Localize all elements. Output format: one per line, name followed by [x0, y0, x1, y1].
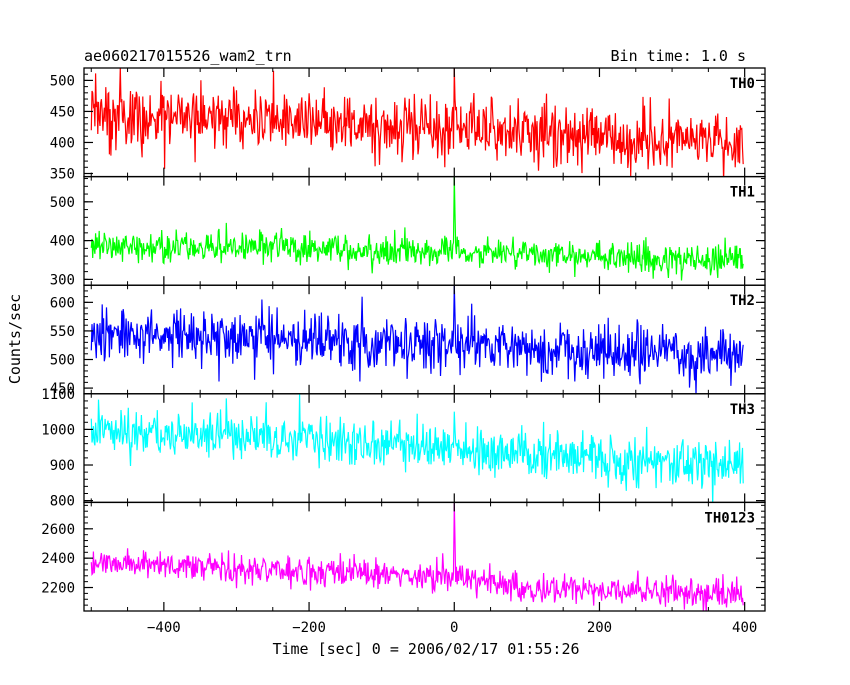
- y-tick-label: 400: [50, 135, 75, 151]
- y-tick-label: 550: [50, 324, 75, 340]
- panel-frame: [83, 501, 766, 612]
- series-line-th0: [90, 68, 744, 177]
- panel-th3: 800 900 1000 1100 TH3: [41, 387, 766, 510]
- x-tick-label: 200: [587, 620, 612, 636]
- y-tick-label: 1100: [41, 387, 75, 403]
- y-tick-label: 2200: [41, 581, 75, 597]
- panels-layer: 350 400 450 500 TH0 300 400 500 TH1 450 500 550 600 T…: [41, 67, 766, 636]
- y-tick-label: 900: [50, 458, 75, 474]
- panel-th0123: 2200 2400 2600 TH0123: [41, 501, 766, 612]
- x-tick-label: 0: [450, 620, 458, 636]
- y-tick-label: 500: [50, 195, 75, 211]
- panel-label-th3: TH3: [730, 402, 755, 418]
- chart-title-right: Bin time: 1.0 s: [611, 47, 746, 65]
- series-line-th1: [90, 176, 744, 281]
- panel-label-th0123: TH0123: [704, 510, 755, 526]
- series-line-th3: [90, 393, 744, 503]
- panel-th1: 300 400 500 TH1: [50, 175, 766, 288]
- y-tick-label: 450: [50, 381, 75, 397]
- y-tick-label: 800: [50, 494, 75, 510]
- x-tick-label: 400: [732, 620, 757, 636]
- x-axis-label: Time [sec] 0 = 2006/02/17 01:55:26: [272, 640, 579, 658]
- y-tick-label: 600: [50, 295, 75, 311]
- y-tick-label: 1000: [41, 422, 75, 438]
- series-line-th0123: [90, 502, 744, 611]
- panel-label-th1: TH1: [730, 185, 755, 201]
- panel-frame: [83, 175, 766, 286]
- x-tick-label: −400: [147, 620, 181, 636]
- y-tick-label: 450: [50, 104, 75, 120]
- panel-label-th2: TH2: [730, 293, 755, 309]
- panel-th2: 450 500 550 600 TH2: [50, 284, 766, 397]
- y-tick-label: 2400: [41, 551, 75, 567]
- y-tick-label: 500: [50, 353, 75, 369]
- chart-title-left: ae060217015526_wam2_trn: [84, 47, 292, 65]
- y-tick-label: 350: [50, 166, 75, 182]
- panel-label-th0: TH0: [730, 76, 755, 92]
- series-line-th2: [90, 285, 744, 394]
- y-tick-label: 400: [50, 234, 75, 250]
- panel-th0: 350 400 450 500 TH0: [50, 67, 766, 182]
- x-tick-label: −200: [292, 620, 326, 636]
- y-tick-label: 300: [50, 272, 75, 288]
- y-axis-label: Counts/sec: [6, 294, 24, 384]
- y-tick-label: 2600: [41, 522, 75, 538]
- y-tick-label: 500: [50, 73, 75, 89]
